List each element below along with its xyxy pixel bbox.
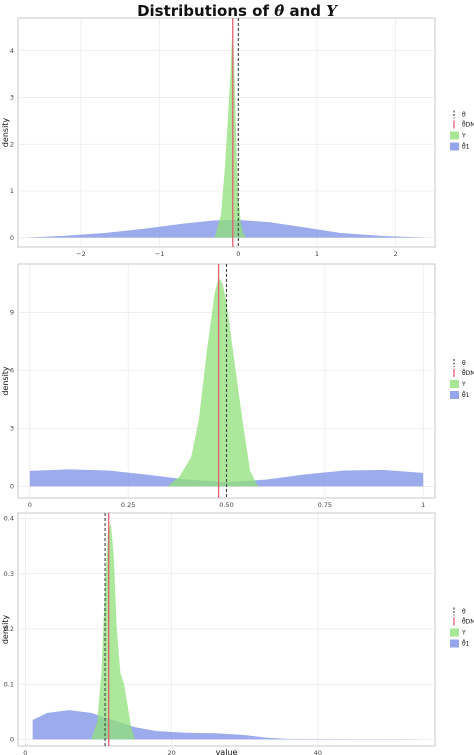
x-tick-label: −1 <box>155 250 165 258</box>
y-axis-label: density <box>1 615 10 645</box>
panel-3-frame <box>17 512 436 747</box>
x-tick-label: 0 <box>236 250 240 258</box>
legend-y-label: Y <box>461 630 466 637</box>
legend-dmm-label: θ̂DMM <box>462 618 474 625</box>
x-tick-label: 1 <box>315 250 319 258</box>
y-tick-label: 3 <box>10 425 14 433</box>
y-density-area <box>167 277 258 487</box>
legend-theta1-label: θ̂1 <box>462 640 470 647</box>
y-tick-label: 0.4 <box>4 515 14 523</box>
legend-theta1-key <box>450 142 459 151</box>
legend-y-label: Y <box>461 133 466 140</box>
x-tick-label: 40 <box>314 749 322 755</box>
legend-y-key <box>450 131 459 140</box>
y-tick-label: 6 <box>10 367 14 375</box>
y-axis-label: density <box>1 366 10 396</box>
x-tick-label: −2 <box>76 250 86 258</box>
y-tick-label: 0 <box>10 483 14 491</box>
y-density-area <box>214 36 247 238</box>
legend-theta-label: θ <box>462 609 466 616</box>
y-density-area <box>91 524 136 740</box>
chart-title: Distributions of θ̂ and Y <box>137 2 337 20</box>
legend-theta-label: θ <box>462 360 466 367</box>
legend-y-label: Y <box>461 381 466 388</box>
legend-dmm-label: θ̂DMM <box>462 370 474 377</box>
legend-y-key <box>450 380 459 388</box>
x-tick-label: 20 <box>167 749 175 755</box>
theta1-density-area <box>29 469 424 487</box>
y-tick-label: 1 <box>10 187 14 195</box>
y-tick-label: 9 <box>10 309 14 317</box>
legend-theta-label: θ <box>462 112 466 119</box>
y-tick-label: 2 <box>10 140 14 148</box>
legend-theta1-label: θ̂1 <box>462 143 470 150</box>
legend-theta1-label: θ̂1 <box>462 392 470 399</box>
y-tick-label: 0.2 <box>4 625 14 633</box>
y-axis-label: density <box>1 118 10 148</box>
x-axis-label: value <box>216 748 238 755</box>
x-tick-label: 0.25 <box>121 501 135 509</box>
x-tick-label: 0.75 <box>318 501 332 509</box>
x-tick-label: 0 <box>28 501 32 509</box>
legend-theta1-key <box>450 391 459 399</box>
legend-y-key <box>450 628 459 637</box>
x-tick-label: 2 <box>394 250 398 258</box>
x-tick-label: 0.50 <box>219 501 233 509</box>
x-tick-label: 0 <box>23 749 27 755</box>
x-tick-label: 1 <box>421 501 425 509</box>
y-tick-label: 0.1 <box>4 680 14 688</box>
y-tick-label: 3 <box>10 94 14 102</box>
y-tick-label: 0 <box>10 234 14 242</box>
legend-dmm-label: θ̂DMM <box>462 121 474 128</box>
y-tick-label: 0.3 <box>4 570 14 578</box>
y-tick-label: 0 <box>10 736 14 744</box>
legend-theta1-key <box>450 639 459 648</box>
y-tick-label: 4 <box>10 47 14 55</box>
